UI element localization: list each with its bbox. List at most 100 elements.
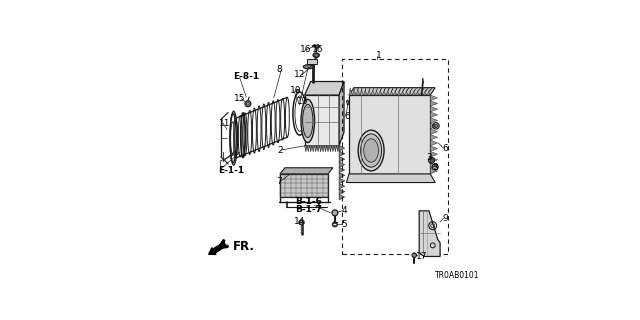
Polygon shape (367, 88, 371, 95)
Polygon shape (408, 88, 413, 95)
Circle shape (332, 210, 338, 216)
Polygon shape (346, 174, 435, 182)
Polygon shape (422, 78, 424, 83)
Polygon shape (312, 44, 321, 48)
Polygon shape (312, 146, 314, 152)
Polygon shape (401, 88, 405, 95)
Polygon shape (412, 88, 417, 95)
Text: 11: 11 (219, 119, 230, 128)
Polygon shape (349, 88, 435, 95)
Polygon shape (430, 134, 438, 140)
Polygon shape (280, 174, 328, 197)
Text: B-1-6: B-1-6 (295, 196, 322, 205)
Text: 6: 6 (443, 144, 449, 153)
Polygon shape (364, 88, 367, 95)
Text: 10: 10 (290, 86, 301, 95)
Polygon shape (339, 151, 345, 156)
Ellipse shape (364, 139, 378, 162)
Polygon shape (419, 88, 425, 95)
Polygon shape (339, 162, 345, 167)
Polygon shape (386, 88, 390, 95)
Polygon shape (430, 117, 438, 123)
Polygon shape (332, 146, 334, 152)
Polygon shape (339, 82, 344, 146)
Polygon shape (314, 146, 317, 152)
Polygon shape (430, 112, 438, 117)
Bar (342, 59, 447, 254)
Bar (307, 59, 317, 64)
Polygon shape (307, 146, 310, 152)
Polygon shape (423, 88, 429, 95)
Polygon shape (339, 194, 345, 200)
Polygon shape (390, 88, 394, 95)
Text: 8: 8 (276, 65, 282, 74)
Text: 15: 15 (234, 94, 245, 103)
Text: E-1-1: E-1-1 (218, 166, 244, 175)
Text: FR.: FR. (233, 240, 255, 253)
Polygon shape (430, 163, 438, 168)
Circle shape (412, 253, 417, 258)
Polygon shape (305, 82, 344, 95)
Text: 2: 2 (278, 146, 283, 155)
Polygon shape (371, 88, 375, 95)
Polygon shape (356, 88, 360, 95)
Polygon shape (430, 151, 438, 157)
Polygon shape (430, 129, 438, 134)
Polygon shape (375, 88, 378, 95)
Polygon shape (415, 88, 420, 95)
Polygon shape (353, 88, 356, 95)
Ellipse shape (303, 104, 313, 138)
Polygon shape (339, 178, 345, 184)
Polygon shape (430, 106, 438, 112)
Text: TR0AB0101: TR0AB0101 (435, 271, 480, 280)
Circle shape (296, 89, 300, 93)
Ellipse shape (301, 100, 315, 142)
Text: E-8-1: E-8-1 (233, 72, 259, 81)
Text: 4: 4 (342, 206, 347, 215)
Polygon shape (427, 88, 433, 95)
Polygon shape (397, 88, 401, 95)
Polygon shape (317, 146, 319, 152)
Polygon shape (360, 88, 364, 95)
Text: 6: 6 (344, 111, 350, 121)
Text: 13: 13 (297, 97, 308, 106)
Ellipse shape (303, 65, 313, 69)
Polygon shape (310, 146, 312, 152)
Polygon shape (337, 146, 339, 152)
Ellipse shape (361, 134, 381, 167)
Polygon shape (430, 157, 438, 163)
Polygon shape (430, 101, 438, 106)
Text: 3: 3 (427, 153, 432, 163)
Polygon shape (349, 95, 430, 174)
Text: 12: 12 (294, 70, 305, 79)
Text: 7: 7 (276, 177, 282, 186)
Polygon shape (430, 146, 438, 151)
Text: 1: 1 (376, 51, 382, 60)
Ellipse shape (313, 53, 319, 57)
Text: 16: 16 (312, 45, 323, 54)
Polygon shape (334, 146, 337, 152)
Text: 17: 17 (415, 252, 427, 261)
Polygon shape (319, 146, 322, 152)
Polygon shape (378, 88, 382, 95)
Text: B-1-7: B-1-7 (295, 205, 322, 214)
Ellipse shape (358, 130, 384, 171)
Polygon shape (324, 146, 327, 152)
Polygon shape (339, 173, 345, 178)
Polygon shape (430, 123, 438, 129)
Polygon shape (382, 88, 386, 95)
Polygon shape (339, 146, 345, 151)
Polygon shape (339, 189, 345, 194)
Polygon shape (430, 168, 438, 174)
Circle shape (245, 101, 251, 107)
Text: 14: 14 (294, 218, 305, 227)
Polygon shape (404, 88, 409, 95)
Polygon shape (430, 95, 438, 101)
Polygon shape (327, 146, 329, 152)
Polygon shape (329, 146, 332, 152)
Polygon shape (349, 88, 353, 95)
Text: 16: 16 (300, 45, 312, 54)
Polygon shape (419, 211, 440, 256)
Circle shape (299, 220, 304, 225)
Text: 5: 5 (342, 220, 348, 229)
